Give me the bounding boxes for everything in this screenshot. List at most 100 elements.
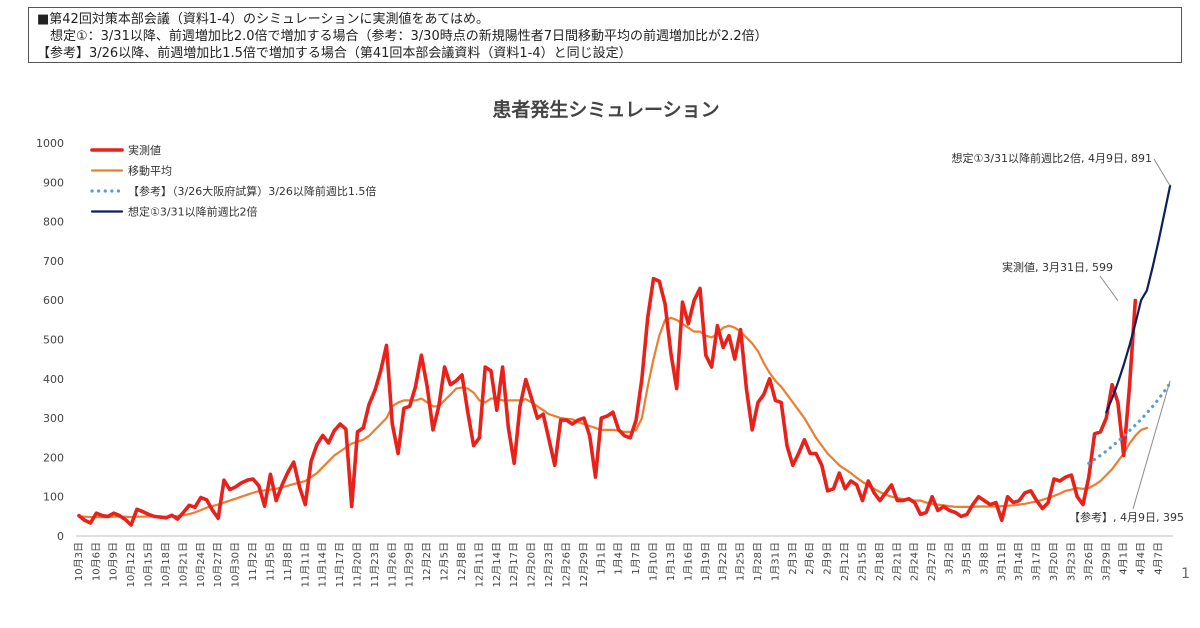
x-tick-label: 1月19日 <box>700 542 712 581</box>
x-tick-label: 3月2日 <box>944 542 956 575</box>
legend-label: 実測値 <box>128 143 161 157</box>
x-tick-label: 2月3日 <box>787 542 799 575</box>
y-tick-label: 300 <box>43 412 64 425</box>
x-tick-label: 3月20日 <box>1048 542 1060 581</box>
x-tick-label: 12月20日 <box>526 542 538 587</box>
x-tick-label: 10月21日 <box>177 542 189 587</box>
y-tick-label: 1000 <box>36 137 64 150</box>
x-tick-label: 11月8日 <box>282 542 294 581</box>
x-tick-label: 11月5日 <box>264 542 276 581</box>
x-tick-label: 11月20日 <box>352 542 364 587</box>
x-tick-label: 10月6日 <box>90 542 102 581</box>
x-tick-label: 2月27日 <box>926 542 938 581</box>
y-tick-label: 100 <box>43 491 64 504</box>
x-tick-label: 2月18日 <box>874 542 886 581</box>
series-scenario-2x-line <box>1105 184 1172 414</box>
note-line-3: 【参考】3/26以降、前週増加比1.5倍で増加する場合（第41回本部会議資料（資… <box>37 46 632 61</box>
annotations: 想定①3/31以降前週比2倍, 4月9日, 891 実測値, 3月31日, 599… <box>951 151 1184 524</box>
x-tick-label: 10月30日 <box>230 542 242 587</box>
series-moving-average-line <box>77 316 1149 519</box>
x-tick-label: 1月4日 <box>613 542 625 575</box>
x-tick-label: 1月13日 <box>665 542 677 581</box>
x-tick-label: 3月23日 <box>1065 542 1077 581</box>
y-axis: 0 100 200 300 400 500 600 700 800 900 1000 <box>36 137 64 543</box>
annotation-leader-line <box>1132 380 1171 510</box>
annotation-leader-line <box>1153 158 1171 187</box>
legend-label: 【参考】（3/26大阪府試算）3/26以降前週比1.5倍 <box>128 184 376 198</box>
x-tick-label: 12月14日 <box>491 542 503 587</box>
annotation-label: 【参考】, 4月9日, 395 <box>1069 510 1184 524</box>
x-tick-label: 1月10日 <box>648 542 660 581</box>
x-tick-label: 1月25日 <box>735 542 747 581</box>
x-tick-label: 3月8日 <box>978 542 990 575</box>
series-reference-1.5x-line <box>1087 381 1172 465</box>
y-tick-label: 600 <box>43 294 64 307</box>
x-tick-label: 10月27日 <box>212 542 224 587</box>
x-tick-label: 1月1日 <box>595 542 607 575</box>
x-tick-label: 12月8日 <box>456 542 468 581</box>
x-tick-label: 4月4日 <box>1135 542 1147 575</box>
x-tick-label: 11月11日 <box>299 542 311 587</box>
x-tick-label: 1月28日 <box>752 542 764 581</box>
x-tick-label: 3月29日 <box>1100 542 1112 581</box>
x-tick-label: 10月3日 <box>73 542 85 581</box>
x-tick-label: 12月26日 <box>560 542 572 587</box>
x-tick-label: 2月9日 <box>822 542 834 575</box>
x-tick-label: 2月12日 <box>839 542 851 581</box>
x-tick-label: 11月17日 <box>334 542 346 587</box>
note-line-2: 想定①：3/31以降、前週増加比2.0倍で増加する場合（参考：3/30時点の新規… <box>37 29 768 44</box>
x-tick-label: 2月15日 <box>856 542 868 581</box>
x-tick-label: 1月22日 <box>717 542 729 581</box>
y-tick-label: 700 <box>43 255 64 268</box>
x-tick-label: 12月23日 <box>543 542 555 587</box>
x-tick-label: 10月15日 <box>143 542 155 587</box>
x-tick-label: 3月14日 <box>1013 542 1025 581</box>
x-tick-label: 12月29日 <box>578 542 590 587</box>
annotation-leader-line <box>1099 275 1119 301</box>
x-tick-label: 10月24日 <box>195 542 207 587</box>
x-tick-label: 12月17日 <box>508 542 520 587</box>
x-tick-label: 11月2日 <box>247 542 259 581</box>
x-tick-label: 1月31日 <box>769 542 781 581</box>
x-tick-label: 11月14日 <box>317 542 329 587</box>
legend: 実測値移動平均【参考】（3/26大阪府試算）3/26以降前週比1.5倍想定①3/… <box>90 143 376 219</box>
x-tick-label: 10月18日 <box>160 542 172 587</box>
x-tick-label: 3月5日 <box>961 542 973 575</box>
x-tick-label: 1月16日 <box>682 542 694 581</box>
x-tick-label: 3月26日 <box>1083 542 1095 581</box>
x-tick-label: 2月24日 <box>909 542 921 581</box>
x-tick-label: 3月17日 <box>1031 542 1043 581</box>
x-tick-label: 12月2日 <box>421 542 433 581</box>
legend-label: 想定①3/31以降前週比2倍 <box>128 205 258 219</box>
x-tick-label: 12月11日 <box>473 542 485 587</box>
y-tick-label: 400 <box>43 373 64 386</box>
note-line-1: ■第42回対策本部会議（資料1-4）のシミュレーションに実測値をあてはめ。 <box>37 12 490 27</box>
page-number: 1 <box>1181 566 1190 582</box>
x-tick-label: 2月6日 <box>804 542 816 575</box>
x-axis: 10月3日 10月6日 10月9日 10月12日 10月15日 10月18日 10月21日 1… <box>73 535 1173 587</box>
legend-label: 移動平均 <box>128 164 172 178</box>
y-tick-label: 800 <box>43 216 64 229</box>
x-tick-label: 4月1日 <box>1118 542 1130 575</box>
y-tick-label: 200 <box>43 451 64 464</box>
y-tick-label: 500 <box>43 334 64 347</box>
x-tick-label: 11月29日 <box>404 542 416 587</box>
x-tick-label: 11月26日 <box>386 542 398 587</box>
x-tick-label: 10月12日 <box>125 542 137 587</box>
x-tick-label: 4月7日 <box>1152 542 1164 575</box>
x-tick-label: 3月11日 <box>996 542 1008 581</box>
x-tick-label: 2月21日 <box>891 542 903 581</box>
note-box: ■第42回対策本部会議（資料1-4）のシミュレーションに実測値をあてはめ。 想定… <box>28 7 1182 63</box>
y-tick-label: 0 <box>57 530 64 543</box>
y-tick-label: 900 <box>43 176 64 189</box>
x-tick-label: 12月5日 <box>439 542 451 581</box>
annotation-label: 想定①3/31以降前週比2倍, 4月9日, 891 <box>951 151 1152 165</box>
chart-title: 患者発生シミュレーション <box>492 98 719 121</box>
series-actual-line <box>77 276 1138 527</box>
x-tick-label: 10月9日 <box>108 542 120 581</box>
x-tick-label: 11月23日 <box>369 542 381 587</box>
x-tick-label: 1月7日 <box>630 542 642 575</box>
series-group <box>77 184 1172 527</box>
annotation-label: 実測値, 3月31日, 599 <box>1002 260 1113 274</box>
